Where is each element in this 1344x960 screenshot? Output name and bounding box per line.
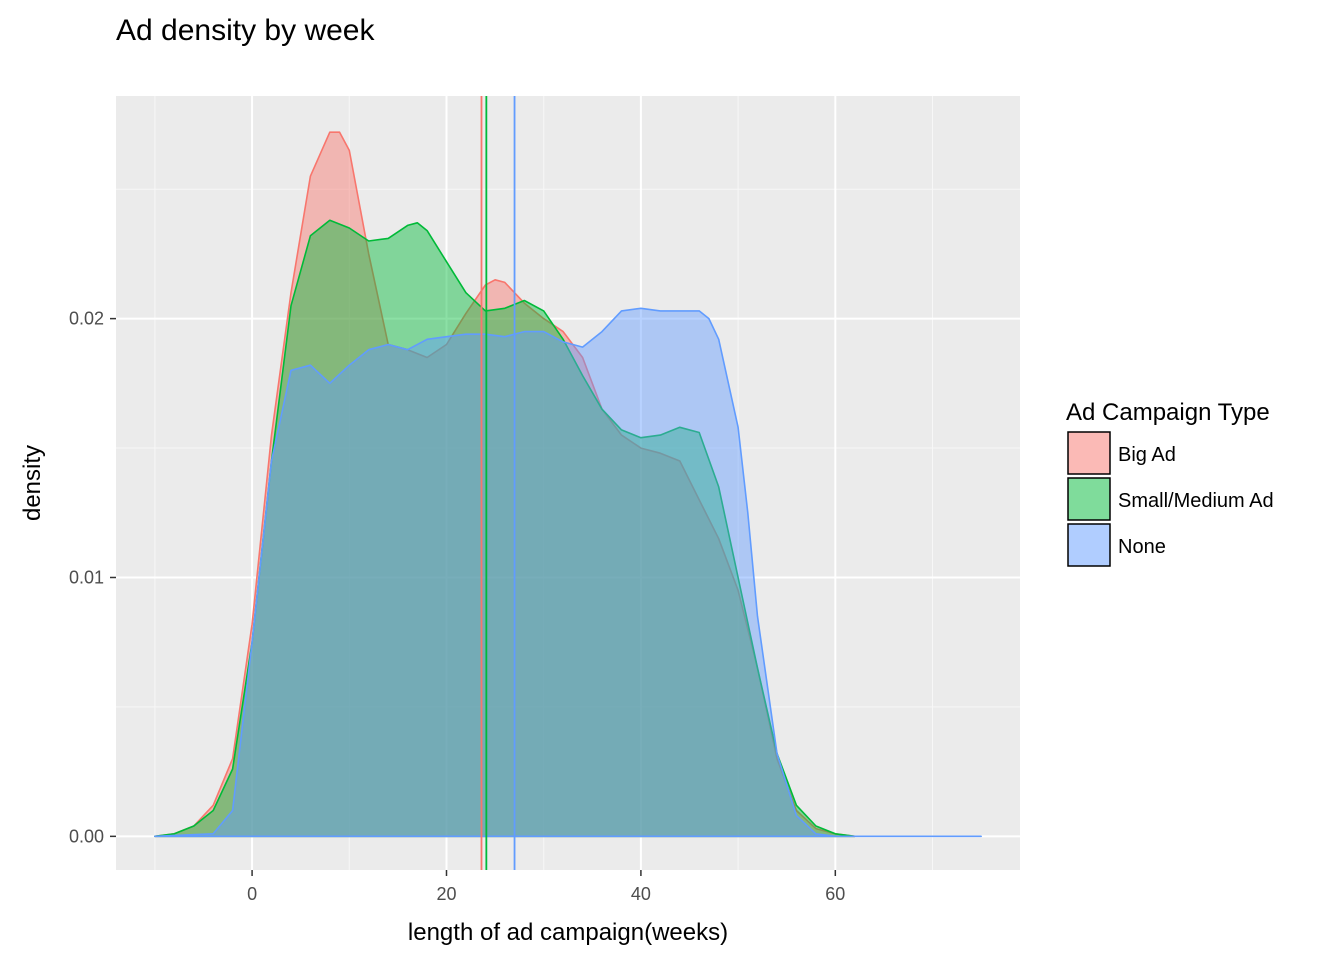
y-axis-title: density (19, 445, 46, 521)
plot-panel (116, 96, 1020, 870)
x-tick-label: 20 (436, 884, 456, 904)
x-tick-label: 40 (631, 884, 651, 904)
legend-title: Ad Campaign Type (1066, 399, 1270, 426)
legend-label: Big Ad (1118, 444, 1176, 466)
legend: Ad Campaign Type Big Ad Small/Medium Ad No… (1066, 399, 1274, 567)
legend-key (1067, 523, 1111, 567)
y-tick-label: 0.02 (69, 309, 104, 329)
x-tick-label: 0 (247, 884, 257, 904)
x-tick-label: 60 (825, 884, 845, 904)
legend-key (1067, 477, 1111, 521)
y-axis-ticks: 0.00 0.01 0.02 (69, 309, 116, 846)
legend-key (1067, 431, 1111, 475)
density-area-none (154, 307, 982, 838)
legend-label: Small/Medium Ad (1118, 490, 1274, 512)
x-axis-title: length of ad campaign(weeks) (408, 919, 728, 946)
chart-title: Ad density by week (116, 14, 375, 47)
x-axis-ticks: 0 20 40 60 (247, 870, 845, 904)
legend-label: None (1118, 536, 1166, 558)
y-tick-label: 0.01 (69, 567, 104, 587)
y-tick-label: 0.00 (69, 826, 104, 846)
